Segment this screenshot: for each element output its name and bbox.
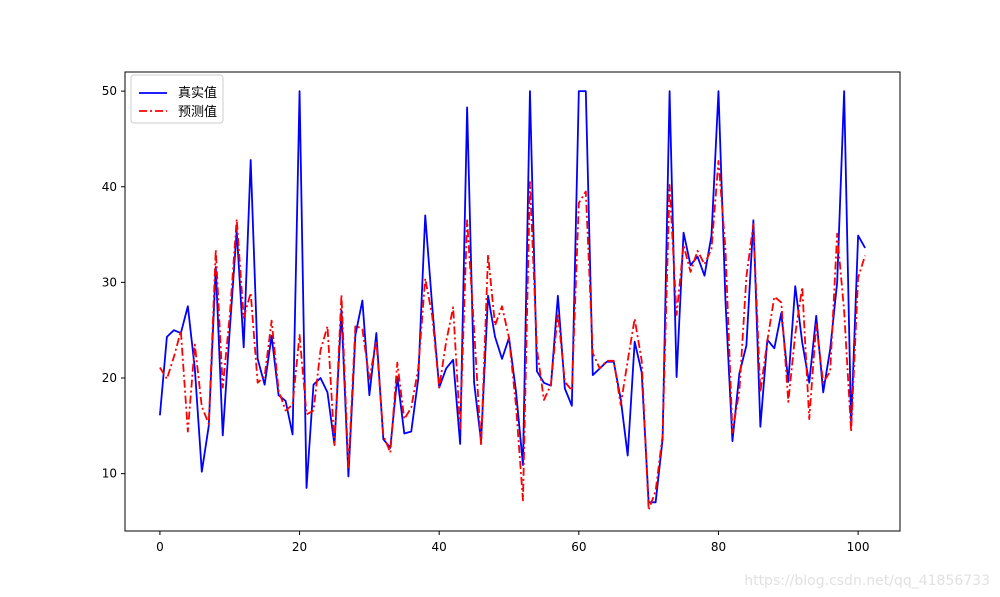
x-axis: 0 20 40 60 80 100 bbox=[156, 531, 870, 554]
y-tick-label: 30 bbox=[102, 275, 117, 289]
x-tick-label: 100 bbox=[847, 540, 870, 554]
y-tick-label: 50 bbox=[102, 84, 117, 98]
y-tick-label: 20 bbox=[102, 371, 117, 385]
y-axis: 10 20 30 40 50 bbox=[102, 84, 125, 481]
x-tick-label: 60 bbox=[571, 540, 586, 554]
legend-frame bbox=[130, 74, 224, 124]
legend-label-pred: 预测值 bbox=[178, 104, 217, 120]
series-line-pred bbox=[159, 160, 866, 511]
series-line-true bbox=[159, 90, 866, 504]
x-tick-label: 0 bbox=[156, 540, 164, 554]
series-layer bbox=[159, 90, 866, 511]
plot-area-border bbox=[124, 71, 901, 532]
legend: 真实值 预测值 bbox=[130, 74, 224, 124]
legend-label-true: 真实值 bbox=[178, 85, 217, 101]
y-tick-label: 40 bbox=[102, 180, 117, 194]
x-tick-label: 80 bbox=[711, 540, 726, 554]
watermark: https://blog.csdn.net/qq_41856733 bbox=[744, 573, 990, 589]
axes-frame bbox=[124, 71, 901, 532]
y-tick-label: 10 bbox=[102, 467, 117, 481]
x-tick-label: 40 bbox=[432, 540, 447, 554]
x-tick-label: 20 bbox=[292, 540, 307, 554]
